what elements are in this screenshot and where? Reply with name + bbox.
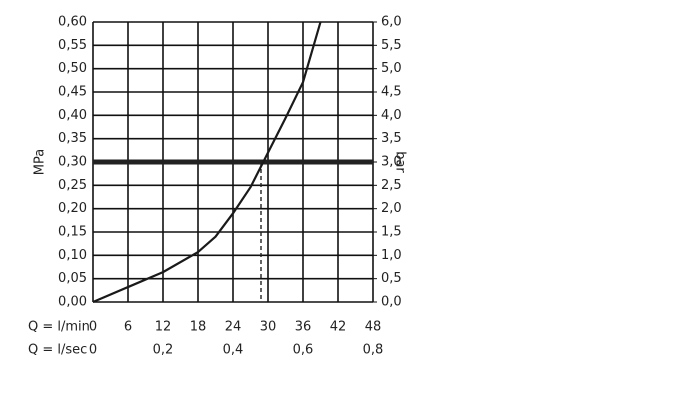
x-tick-label: 24 [225,320,242,335]
x-tick-label: 18 [190,320,207,335]
x2-tick-label: 0,6 [293,343,314,358]
y2-tick-label: 1,5 [381,225,402,240]
y-tick-label: 0,15 [58,225,87,240]
y2-tick-label: 5,0 [381,61,402,76]
x2-axis-title: Q = l/sec [28,343,87,358]
x-tick-label: 42 [330,320,347,335]
y2-tick-label: 0,0 [381,295,402,310]
y-tick-label: 0,45 [58,85,87,100]
y2-tick-label: 5,5 [381,38,402,53]
x-tick-label: 48 [365,320,382,335]
y-tick-label: 0,40 [58,108,87,123]
x-tick-label: 36 [295,320,312,335]
y2-tick-label: 4,5 [381,85,402,100]
y2-tick-label: 1,0 [381,248,402,263]
x-tick-label: 6 [124,320,132,335]
x2-tick-label: 0 [89,343,97,358]
y2-tick-label: 2,5 [381,178,402,193]
y-tick-label: 0,25 [58,178,87,193]
y-tick-label: 0,35 [58,131,87,146]
x2-tick-label: 0,8 [363,343,384,358]
y2-tick-label: 2,0 [381,201,402,216]
y-tick-label: 0,05 [58,271,87,286]
y-tick-label: 0,55 [58,38,87,53]
y2-tick-label: 3,0 [381,155,402,170]
y2-tick-label: 3,5 [381,131,402,146]
y2-tick-label: 6,0 [381,15,402,30]
y-tick-label: 0,50 [58,61,87,76]
y-axis-title: MPa [33,149,48,175]
x2-tick-label: 0,2 [153,343,174,358]
x-tick-label: 12 [155,320,172,335]
y-tick-label: 0,00 [58,295,87,310]
y2-axis-title: bar [393,151,408,173]
y-tick-label: 0,60 [58,15,87,30]
y-tick-label: 0,10 [58,248,87,263]
x-tick-label: 0 [89,320,97,335]
y2-tick-label: 4,0 [381,108,402,123]
x-axis-title: Q = l/min [28,320,90,335]
y-tick-label: 0,20 [58,201,87,216]
x2-tick-label: 0,4 [223,343,244,358]
y-tick-label: 0,30 [58,155,87,170]
x-tick-label: 30 [260,320,277,335]
curve [92,21,322,304]
y2-tick-label: 0,5 [381,271,402,286]
